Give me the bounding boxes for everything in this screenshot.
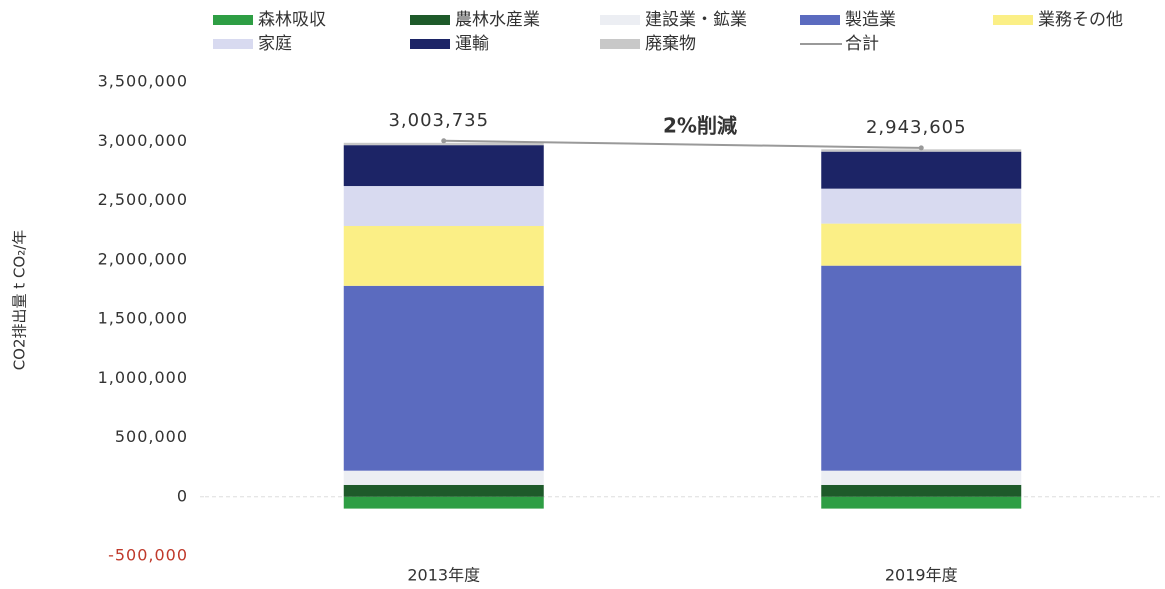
legend-label: 運輸 [455,34,489,54]
legend-swatch [993,15,1033,25]
y-axis-title: CO2排出量 t CO₂/年 [11,230,29,371]
legend-label: 森林吸収 [258,10,326,30]
bar-segment [821,484,1022,497]
legend-label: 建設業・鉱業 [645,10,747,30]
y-tick-label: 0 [177,486,188,505]
total-marker [918,145,924,151]
legend-swatch [213,39,253,49]
bar-segment [343,285,544,471]
y-tick-label: 3,000,000 [98,131,188,150]
legend-swatch [410,39,450,49]
total-line [443,139,922,149]
legend-label: 製造業 [845,10,896,30]
bar-segment [821,188,1022,224]
bar-segment [821,223,1022,266]
legend-label: 廃棄物 [645,34,696,54]
y-tick-label: 1,000,000 [98,368,188,387]
legend-swatch [213,15,253,25]
bar-segment [821,149,1022,152]
bar-segment [343,186,544,226]
y-tick-label: 2,000,000 [98,249,188,268]
legend-label: 農林水産業 [455,10,540,30]
y-tick-label: 2,500,000 [98,190,188,209]
y-tick-label: 3,500,000 [98,72,188,91]
bar-segment [343,145,544,187]
y-tick-label: 1,500,000 [98,309,188,328]
legend-swatch [600,15,640,25]
bar-segment [343,225,544,286]
x-tick-label: 2019年度 [885,566,958,585]
bar-segment [343,470,544,485]
legend-label: 家庭 [258,34,292,54]
legend-swatch [800,15,840,25]
bar-segment [343,484,544,497]
bar-segment [821,151,1022,189]
legend-swatch [410,15,450,25]
value-label: 2,943,605 [866,117,967,138]
value-label: 3,003,735 [388,110,489,131]
bar-segment [821,496,1022,509]
bar-segment [821,265,1022,471]
y-tick-label: 500,000 [115,427,188,446]
bar-segment [343,496,544,509]
annotation: 2%削減 [663,114,737,138]
bar-segment [343,142,544,146]
bar-segment [821,470,1022,485]
legend-swatch [600,39,640,49]
legend-label: 合計 [845,34,879,54]
total-marker [441,138,447,144]
x-tick-label: 2013年度 [407,566,480,585]
y-tick-label: -500,000 [108,546,188,565]
legend-label: 業務その他 [1038,10,1123,30]
